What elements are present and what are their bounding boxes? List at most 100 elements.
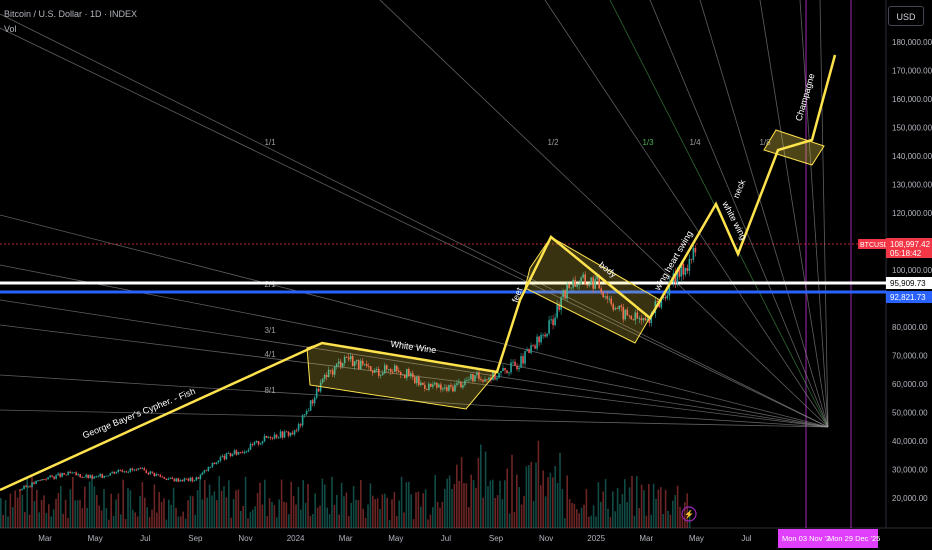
volume-bar — [127, 488, 129, 528]
volume-bar — [398, 500, 400, 528]
volume-bar — [504, 480, 506, 528]
y-tick-label: 130,000.00 — [892, 181, 932, 190]
candle-body — [365, 364, 368, 367]
volume-bar — [213, 491, 216, 528]
candle-body — [381, 373, 384, 376]
candle-body — [353, 361, 356, 367]
volume-bar — [513, 511, 516, 528]
volume-bar — [576, 509, 578, 528]
volume-bar — [352, 486, 355, 528]
candle-body — [536, 336, 538, 349]
candle-body — [626, 309, 629, 316]
volume-bar — [645, 515, 648, 528]
volume-bar — [484, 451, 487, 528]
volume-bar — [79, 499, 81, 528]
y-tick-label: 160,000.00 — [892, 95, 932, 104]
volume-bar — [676, 485, 679, 528]
volume-bar — [636, 476, 638, 528]
candle-body — [45, 479, 47, 481]
fish-label: George Bayer's Cypher. - Fish — [81, 386, 197, 441]
volume-bar — [45, 513, 48, 528]
blue-level-tag-bg — [886, 291, 932, 303]
candle-body — [367, 366, 370, 368]
volume-bar — [292, 495, 295, 528]
candle-body — [630, 315, 633, 320]
volume-bar — [492, 479, 494, 528]
candle-body — [391, 371, 394, 373]
candle-body — [35, 480, 37, 484]
candle-body — [628, 315, 631, 317]
volume-bar — [590, 515, 592, 528]
candle-body — [131, 468, 134, 471]
volume-bar — [216, 500, 218, 528]
volume-bar — [192, 496, 194, 528]
candle-body — [482, 379, 484, 382]
volume-bar — [67, 517, 69, 528]
volume-bar — [199, 479, 201, 528]
candle-body — [692, 247, 695, 260]
candle-body — [265, 435, 268, 438]
volume-bar — [619, 504, 621, 528]
candle-body — [552, 319, 554, 326]
candle-body — [157, 474, 160, 476]
candle-body — [329, 369, 332, 371]
candle-body — [397, 370, 400, 373]
candle-body — [464, 380, 466, 386]
candle-body — [564, 290, 566, 299]
volume-bar — [158, 491, 160, 528]
volume-bar — [324, 484, 326, 528]
x-tick-label: Nov — [238, 534, 252, 543]
volume-bar — [232, 498, 235, 528]
candle-body — [361, 360, 364, 365]
y-tick-label: 150,000.00 — [892, 124, 932, 133]
candle-body — [430, 383, 432, 387]
volume-bar — [228, 480, 230, 528]
volume-bar — [110, 493, 112, 528]
candle-body — [522, 356, 524, 364]
candle-body — [137, 468, 140, 470]
fan-label: 1/2 — [547, 138, 559, 147]
candle-body — [510, 362, 512, 373]
volume-bar — [516, 474, 518, 528]
candle-body — [544, 334, 546, 337]
candle-body — [640, 318, 643, 321]
candle-body — [560, 297, 562, 310]
candle-body — [622, 307, 625, 320]
volume-bar — [597, 482, 600, 528]
volume-bar — [290, 481, 292, 528]
fan-label: 1/1 — [264, 138, 276, 147]
candle-body — [476, 372, 478, 376]
candle-body — [410, 373, 412, 377]
volume-bar — [117, 493, 120, 528]
candle-body — [538, 336, 540, 343]
candle-body — [486, 379, 488, 381]
currency-button[interactable]: USD — [888, 6, 924, 26]
volume-bar — [674, 495, 676, 528]
body-channel — [524, 236, 661, 344]
volume-bar — [508, 513, 511, 528]
candle-body — [193, 480, 196, 482]
volume-bar — [24, 512, 26, 528]
candle-body — [135, 469, 138, 471]
candle-body — [145, 470, 148, 474]
candle-body — [89, 475, 91, 479]
fan-line — [759, 0, 829, 428]
candle-body — [546, 333, 548, 337]
volume-bar — [417, 491, 420, 528]
candle-body — [660, 298, 663, 308]
candle-body — [209, 466, 212, 468]
volume-bar — [669, 514, 672, 528]
volume-bar — [139, 495, 141, 528]
candle-body — [432, 384, 434, 387]
candle-body — [335, 363, 338, 367]
candle-body — [604, 296, 607, 298]
candle-body — [456, 383, 458, 385]
volume-bar — [547, 477, 549, 528]
volume-bar — [523, 496, 525, 528]
candle-body — [175, 478, 178, 482]
volume-bar — [374, 499, 376, 528]
candle-body — [141, 468, 144, 470]
volume-bar — [624, 479, 626, 528]
champagne-label: Champagne — [794, 72, 817, 122]
